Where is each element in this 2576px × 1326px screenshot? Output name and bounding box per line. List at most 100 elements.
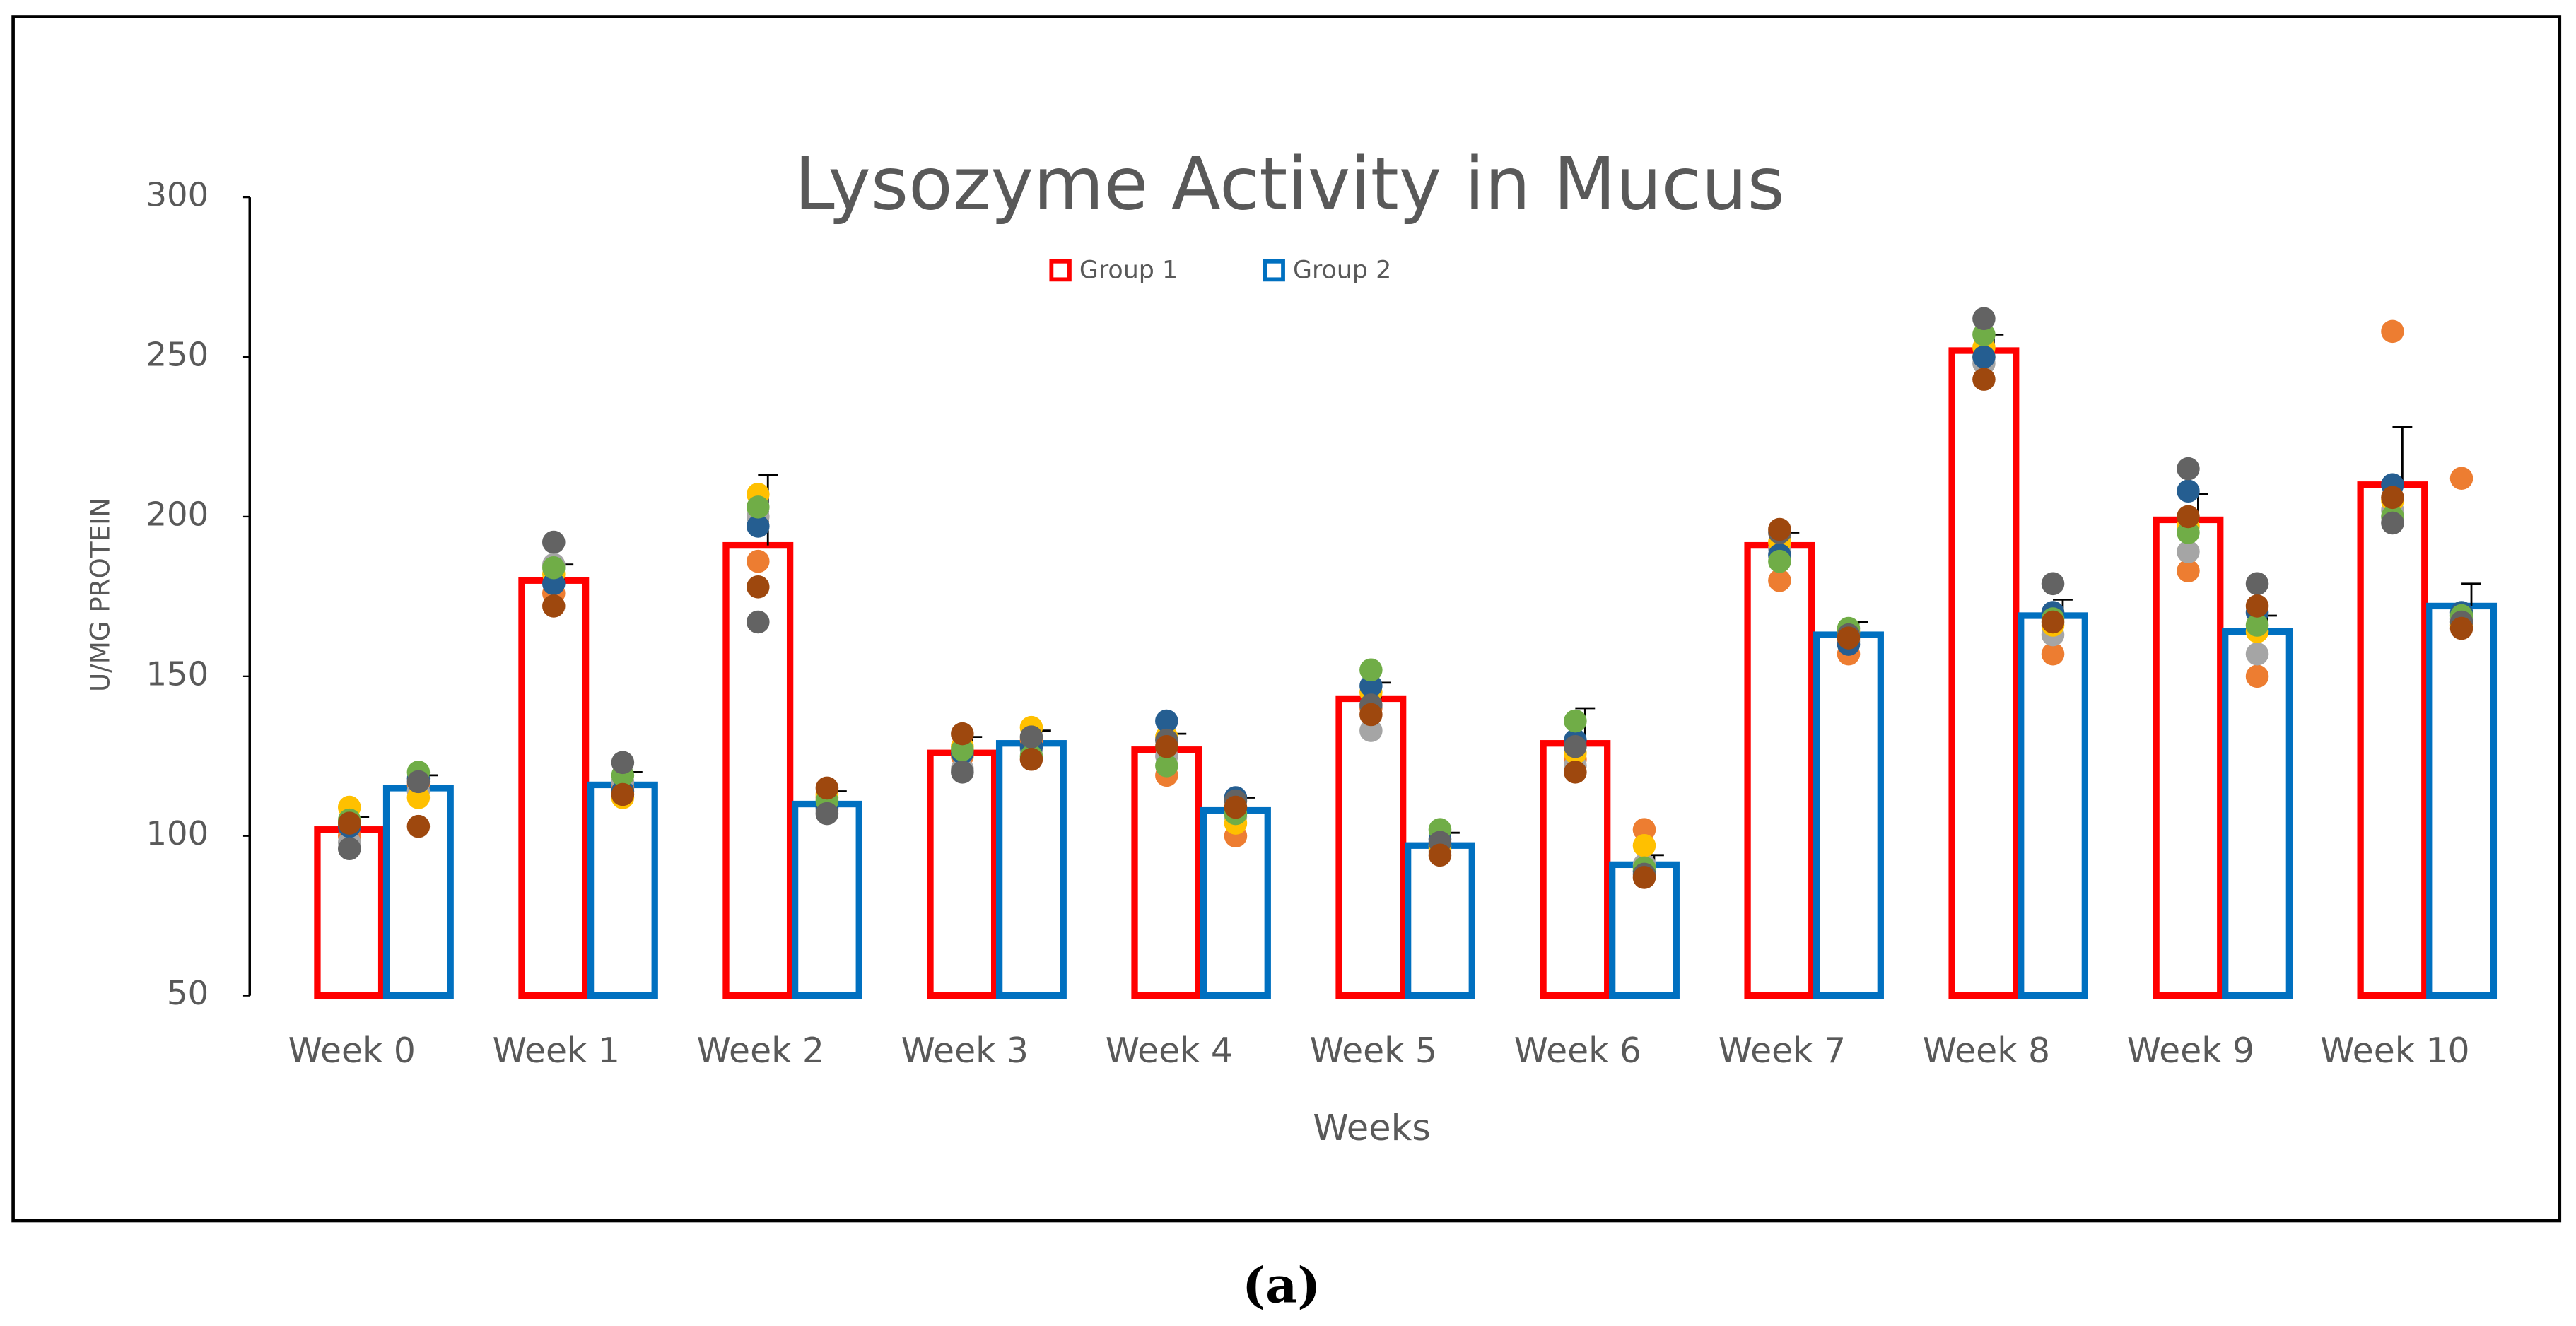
data-point: [2041, 610, 2065, 634]
data-point: [406, 770, 431, 794]
data-point: [1428, 843, 1452, 867]
legend-swatch: [1263, 259, 1285, 282]
bar: [2153, 516, 2224, 999]
data-point: [747, 610, 770, 634]
bar: [1813, 631, 1884, 999]
y-axis-label: U/MG PROTEIN: [85, 498, 116, 692]
x-tick-label: Week 0: [288, 1031, 416, 1071]
data-point: [2245, 614, 2269, 637]
bar: [2426, 602, 2498, 999]
y-tick-label: 100: [146, 814, 209, 852]
bar: [1405, 842, 1475, 999]
x-tick-label: Week 9: [2127, 1031, 2254, 1071]
y-tick-label: 250: [146, 336, 209, 374]
data-point: [2041, 572, 2065, 596]
data-point: [1155, 754, 1178, 778]
data-point: [406, 786, 431, 809]
data-point: [2381, 319, 2404, 344]
data-point: [747, 549, 770, 573]
data-point: [2449, 467, 2473, 490]
x-tick-label: Week 7: [1719, 1031, 1846, 1071]
data-point: [1155, 734, 1178, 758]
data-point: [1359, 719, 1383, 742]
data-point: [951, 722, 974, 746]
data-point: [542, 572, 566, 596]
x-tick-label: Week 1: [493, 1031, 620, 1071]
data-point: [1019, 748, 1043, 771]
y-tick-label: 200: [146, 495, 209, 533]
y-tick-label: 50: [167, 974, 209, 1012]
data-point: [2245, 594, 2269, 618]
data-point: [1359, 703, 1383, 727]
data-point: [2177, 540, 2200, 563]
data-point: [747, 515, 770, 538]
data-point: [1019, 725, 1043, 749]
bar: [518, 577, 590, 999]
data-point: [2177, 559, 2200, 583]
data-point: [1632, 834, 1656, 857]
x-axis-label: Weeks: [1313, 1108, 1431, 1149]
data-point: [2245, 664, 2269, 688]
data-point: [2177, 505, 2200, 529]
chart-title: Lysozyme Activity in Mucus: [795, 142, 1785, 226]
data-point: [1632, 866, 1656, 889]
data-point: [611, 751, 635, 775]
x-tick-label: Week 4: [1106, 1031, 1233, 1071]
bar: [995, 740, 1067, 999]
bar: [927, 749, 998, 999]
data-point: [1632, 818, 1656, 841]
data-point: [338, 837, 361, 861]
data-point: [1155, 709, 1178, 733]
data-point: [2041, 642, 2065, 666]
data-point: [338, 811, 361, 835]
bar: [1131, 746, 1202, 999]
data-point: [2381, 511, 2404, 535]
bar: [1335, 695, 1407, 999]
data-point: [2177, 479, 2200, 503]
data-point: [542, 530, 566, 554]
data-point: [951, 738, 974, 762]
data-point: [406, 814, 431, 838]
bar: [587, 781, 658, 999]
x-tick-label: Week 10: [2320, 1031, 2469, 1071]
data-point: [815, 802, 839, 826]
caption: (a): [1242, 1257, 1321, 1315]
data-point: [542, 556, 566, 580]
x-tick-label: Week 2: [697, 1031, 824, 1071]
data-point: [1768, 549, 1791, 573]
bar: [2018, 612, 2088, 999]
legend-label: Group 1: [1079, 257, 1178, 285]
bar: [1744, 541, 1815, 999]
x-tick-label: Week 3: [901, 1031, 1029, 1071]
data-point: [2177, 457, 2200, 481]
chart-frame: [11, 15, 2562, 1223]
bar: [2222, 628, 2293, 999]
data-point: [1564, 734, 1587, 758]
data-point: [542, 594, 566, 618]
x-tick-label: Week 8: [1923, 1031, 2050, 1071]
data-point: [2245, 642, 2269, 666]
bar: [791, 800, 862, 999]
data-point: [1564, 709, 1587, 733]
x-tick-label: Week 5: [1310, 1031, 1437, 1071]
data-point: [1768, 569, 1791, 592]
data-point: [1224, 795, 1248, 819]
data-point: [1972, 323, 1996, 346]
data-point: [1768, 517, 1791, 541]
bar: [1948, 347, 2020, 999]
data-point: [1972, 368, 1996, 391]
legend-swatch: [1049, 259, 1072, 282]
data-point: [747, 495, 770, 519]
data-point: [1972, 307, 1996, 331]
data-point: [815, 776, 839, 800]
legend-label: Group 2: [1293, 257, 1391, 285]
data-point: [747, 575, 770, 599]
bar: [2357, 481, 2428, 999]
data-point: [1359, 674, 1383, 698]
data-point: [2177, 521, 2200, 544]
data-point: [951, 761, 974, 784]
y-tick-label: 300: [146, 176, 209, 214]
data-point: [1972, 345, 1996, 369]
data-point: [2245, 572, 2269, 596]
